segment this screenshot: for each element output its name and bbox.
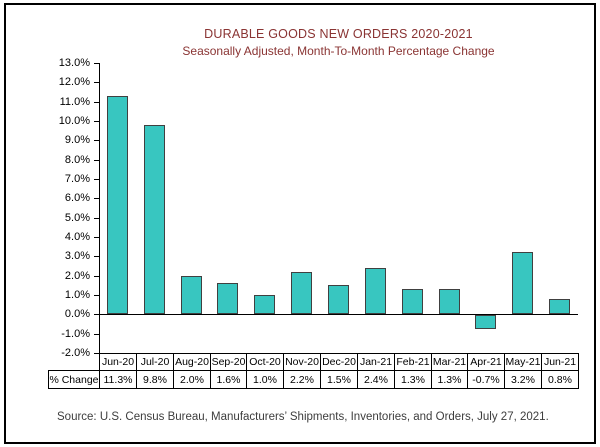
source-note: Source: U.S. Census Bureau, Manufacturer… — [57, 411, 549, 423]
y-tick-label: 7.0% — [64, 173, 90, 185]
y-tick-mark — [94, 198, 99, 200]
month-header-cell: Jan-21 — [357, 353, 395, 371]
bar-Sep-20 — [217, 283, 239, 315]
y-tick-label: 8.0% — [64, 153, 90, 166]
y-tick-label: 6.0% — [64, 192, 90, 205]
series-label-cell: % Change — [48, 370, 100, 389]
y-tick-mark — [94, 256, 99, 258]
y-tick-label: 2.0% — [64, 269, 90, 282]
y-tick-mark — [94, 333, 99, 335]
month-header-cell: Jul-20 — [136, 353, 174, 371]
y-tick-mark — [94, 217, 99, 219]
bar-Aug-20 — [180, 275, 202, 315]
value-cell: 9.8% — [136, 370, 174, 389]
month-header-cell: Mar-21 — [431, 353, 468, 371]
bar-Dec-20 — [328, 285, 349, 315]
y-tick-mark — [94, 295, 99, 296]
value-cell: 2.2% — [283, 370, 321, 389]
month-header-cell: May-21 — [504, 353, 542, 371]
month-header-cell: Nov-20 — [283, 353, 321, 371]
y-tick-mark — [94, 140, 99, 142]
y-tick-mark — [94, 63, 99, 64]
bar-Feb-21 — [401, 289, 423, 315]
month-header-cell: Apr-21 — [467, 353, 505, 371]
month-header-cell: Jun-20 — [99, 353, 137, 371]
y-tick-mark — [94, 159, 99, 161]
y-tick-label: 11.0% — [59, 95, 90, 108]
y-tick-mark — [94, 353, 99, 354]
y-tick-mark — [94, 275, 99, 277]
y-tick-label: 1.0% — [64, 289, 90, 301]
month-header-cell: Sep-20 — [210, 353, 247, 371]
value-cell: 1.6% — [210, 370, 247, 389]
value-cell: 2.4% — [357, 370, 395, 389]
y-tick-mark — [94, 179, 99, 180]
value-cell: 1.0% — [246, 370, 284, 389]
chart-title: DURABLE GOODS NEW ORDERS 2020-2021 — [204, 27, 473, 41]
bar-May-21 — [512, 252, 534, 315]
bar-Apr-21 — [475, 315, 497, 329]
bar-Jun-21 — [549, 298, 571, 315]
value-cell: 1.5% — [320, 370, 358, 389]
y-tick-label: 9.0% — [64, 134, 90, 147]
bar-Oct-20 — [254, 295, 276, 315]
month-header-cell: Aug-20 — [173, 353, 211, 371]
y-tick-label: -1.0% — [61, 327, 90, 340]
value-cell: 0.8% — [541, 370, 579, 389]
bar-Mar-21 — [438, 289, 460, 315]
bar-Jul-20 — [143, 124, 165, 315]
value-cell: -0.7% — [467, 370, 505, 389]
month-header-cell: Oct-20 — [246, 353, 284, 371]
y-axis-line — [99, 63, 100, 353]
y-tick-label: -2.0% — [61, 347, 90, 359]
frame-border — [4, 3, 596, 444]
y-tick-mark — [94, 237, 99, 238]
month-header-cell: Jun-21 — [541, 353, 579, 371]
y-tick-mark — [94, 121, 99, 122]
y-tick-mark — [94, 314, 99, 316]
y-tick-label: 5.0% — [64, 211, 90, 224]
y-tick-label: 12.0% — [58, 76, 90, 89]
bar-Jun-20 — [106, 95, 128, 315]
y-tick-label: 10.0% — [58, 115, 90, 127]
value-cell: 1.3% — [431, 370, 468, 389]
chart-subtitle: Seasonally Adjusted, Month-To-Month Perc… — [182, 44, 495, 58]
y-tick-label: 13.0% — [58, 57, 90, 69]
value-cell: 1.3% — [394, 370, 432, 389]
month-header-cell: Dec-20 — [320, 353, 358, 371]
y-tick-label: 0.0% — [64, 308, 90, 321]
value-cell: 11.3% — [99, 370, 137, 389]
x-axis-zero-line — [99, 314, 578, 316]
value-cell: 3.2% — [504, 370, 542, 389]
y-tick-mark — [94, 82, 99, 84]
bar-Jan-21 — [364, 267, 386, 315]
month-header-cell: Feb-21 — [394, 353, 432, 371]
value-cell: 2.0% — [173, 370, 211, 389]
y-tick-label: 3.0% — [64, 250, 90, 263]
y-tick-mark — [94, 101, 99, 103]
y-tick-label: 4.0% — [64, 231, 90, 243]
bar-Nov-20 — [291, 271, 313, 315]
